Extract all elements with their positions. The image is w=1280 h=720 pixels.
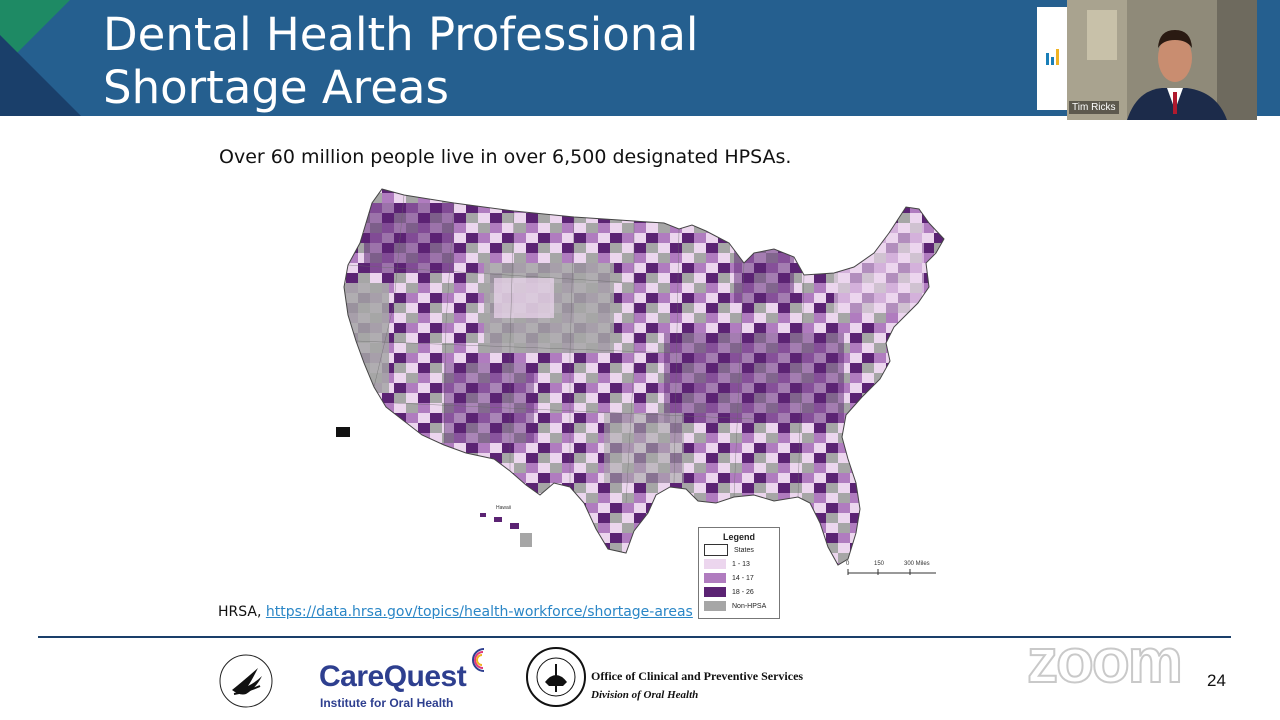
map-legend: Legend States 1 - 13 14 - 17 18 - 26 Non… (698, 527, 780, 619)
scale-tick: 300 Miles (904, 561, 930, 567)
header-logo (1037, 7, 1067, 110)
header-accent-navy (0, 35, 81, 116)
carequest-swirl-icon (472, 648, 485, 672)
legend-label: States (734, 546, 754, 554)
legend-swatch-14-17 (704, 573, 726, 583)
legend-label: 1 - 13 (732, 560, 750, 568)
participant-video[interactable] (1067, 0, 1257, 120)
hawaii-label: Hawaii (496, 505, 511, 511)
legend-swatch-non-hpsa (704, 601, 726, 611)
ihs-seal-logo (526, 647, 586, 707)
legend-swatch-states (704, 544, 728, 556)
carequest-logo-subtitle: Institute for Oral Health (320, 696, 454, 710)
legend-swatch-1-13 (704, 559, 726, 569)
slide-subtitle: Over 60 million people live in over 6,50… (219, 146, 792, 168)
zoom-watermark: zoom (1026, 626, 1184, 697)
ihs-office-name: Office of Clinical and Preventive Servic… (591, 669, 804, 683)
hawaii-islands (480, 513, 532, 547)
legend-item: 1 - 13 (704, 558, 779, 570)
legend-item: 14 - 17 (704, 572, 779, 584)
us-hpsa-map: Hawaii (336, 188, 945, 566)
ihs-division-name: Division of Oral Health (591, 689, 699, 701)
slide-title-line1: Dental Health Professional (103, 8, 699, 61)
source-prefix: HRSA, (218, 604, 266, 620)
legend-label: Non-HPSA (732, 602, 767, 610)
scale-tick: 0 (846, 561, 850, 567)
legend-item: States (704, 544, 779, 556)
legend-label: 14 - 17 (732, 574, 754, 582)
legend-item: 18 - 26 (704, 586, 779, 598)
hhs-logo (219, 654, 273, 708)
scale-tick: 150 (874, 561, 885, 567)
slide-title: Dental Health Professional Shortage Area… (103, 8, 698, 114)
legend-label: 18 - 26 (732, 588, 754, 596)
legend-title: Legend (722, 532, 755, 542)
legend-item: Non-HPSA (704, 600, 779, 612)
participant-name: Tim Ricks (1069, 101, 1119, 114)
map-scale-bar: 0 150 300 Miles (826, 559, 936, 583)
slide-title-line2: Shortage Areas (103, 61, 449, 114)
source-citation: HRSA, https://data.hrsa.gov/topics/healt… (218, 604, 693, 620)
slide-page-number: 24 (1207, 671, 1226, 690)
source-link[interactable]: https://data.hrsa.gov/topics/health-work… (265, 604, 693, 620)
footer-divider (38, 636, 1231, 638)
carequest-logo-name: CareQuest (319, 660, 467, 693)
legend-swatch-18-26 (704, 587, 726, 597)
